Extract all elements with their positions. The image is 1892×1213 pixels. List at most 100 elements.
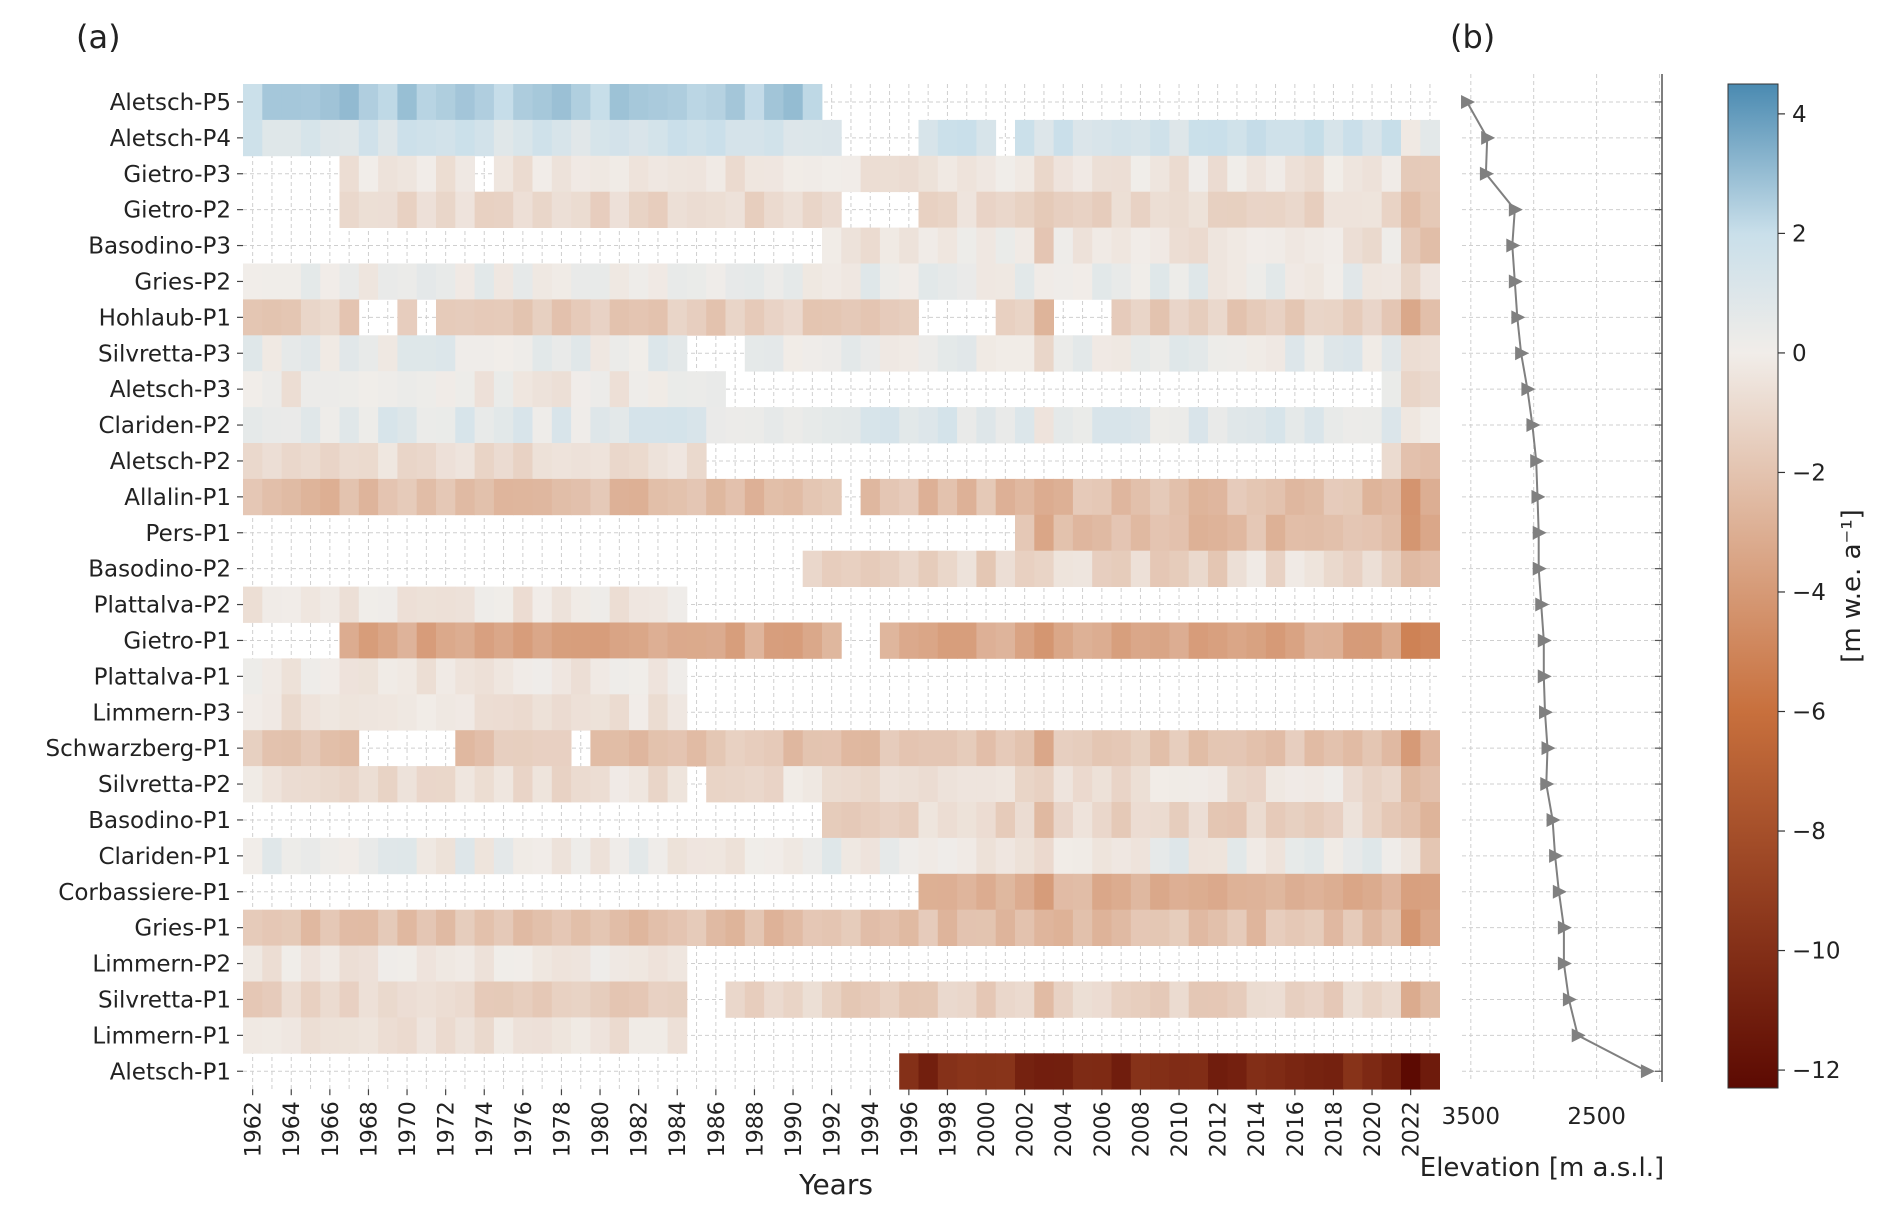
heatmap-cell — [339, 766, 360, 803]
heatmap-cell — [1401, 550, 1421, 587]
heatmap-cell — [243, 837, 263, 875]
heatmap-cell — [629, 658, 649, 695]
heatmap-cell — [609, 730, 630, 767]
heatmap-cell — [686, 730, 707, 767]
heatmap-cell — [1304, 407, 1325, 444]
heatmap-cell — [551, 407, 572, 444]
heatmap-cell — [1111, 730, 1132, 767]
heatmap-cell — [1304, 191, 1325, 228]
heatmap-cell — [860, 766, 881, 803]
heatmap-cell — [397, 155, 418, 193]
heatmap-cell — [1304, 155, 1325, 193]
heatmap-cell — [1053, 873, 1074, 911]
heatmap-cell — [378, 909, 398, 946]
heatmap-cell — [513, 191, 533, 228]
colorbar-bar — [1727, 83, 1779, 1089]
heatmap-cell — [320, 263, 340, 300]
heatmap-cell — [648, 119, 668, 157]
heatmap-cell — [1150, 730, 1170, 767]
heatmap-cell — [1401, 981, 1421, 1018]
heatmap-cell — [629, 371, 649, 408]
heatmap-cell — [1092, 802, 1112, 839]
heatmap-cell — [243, 119, 263, 157]
heatmap-cell — [1034, 622, 1054, 659]
panel-b-label: (b) — [1450, 18, 1495, 56]
heatmap-cell — [1053, 837, 1074, 875]
heatmap-cell — [416, 837, 437, 875]
heatmap-cell — [1034, 335, 1054, 372]
heatmap-cell — [918, 263, 939, 300]
heatmap-cell — [1092, 1053, 1112, 1090]
heatmap-cell — [1053, 478, 1074, 516]
heatmap-cell — [667, 909, 688, 946]
heatmap-cell — [1015, 837, 1035, 875]
heatmap-cell — [667, 658, 688, 695]
heatmap-cell — [648, 658, 668, 695]
heatmap-cell — [1169, 514, 1190, 552]
heatmap-cell — [744, 909, 765, 946]
heatmap-cell — [1265, 335, 1286, 372]
heatmap-cell — [1150, 407, 1170, 444]
heatmap-cell — [571, 909, 591, 946]
heatmap-cell — [397, 299, 418, 336]
heatmap-cell — [1130, 407, 1151, 444]
heatmap-cell — [1420, 155, 1440, 193]
heatmap-cell — [1420, 191, 1440, 228]
heatmap-cell — [1169, 227, 1190, 264]
heatmap-cell — [300, 84, 321, 121]
heatmap-cell — [1420, 478, 1440, 516]
heatmap-cell — [1246, 766, 1267, 803]
heatmap-cell — [957, 766, 977, 803]
heatmap-cell — [744, 478, 765, 516]
heatmap-cell — [1015, 730, 1035, 767]
colorbar-tick-label: −12 — [1792, 1058, 1841, 1084]
heatmap-cell — [841, 227, 861, 264]
heatmap-cell — [358, 263, 379, 300]
heatmap-cell — [1362, 981, 1383, 1018]
heatmap-cell — [416, 945, 437, 982]
row-label: Limmern-P2 — [92, 952, 231, 978]
heatmap-cell — [1169, 981, 1190, 1018]
heatmap-cell — [1188, 191, 1209, 228]
heatmap-cell — [474, 586, 495, 623]
heatmap-cell — [455, 945, 475, 982]
heatmap-cell — [1246, 407, 1267, 444]
heatmap-cell — [416, 694, 437, 731]
heatmap-cell — [1304, 478, 1325, 516]
heatmap-cell — [262, 766, 282, 803]
heatmap-cell — [1111, 1053, 1132, 1090]
heatmap-cell — [339, 299, 360, 336]
heatmap-cell — [571, 981, 591, 1018]
heatmap-cell — [590, 981, 611, 1018]
heatmap-cell — [609, 191, 630, 228]
heatmap-cell — [1381, 191, 1402, 228]
heatmap-cell — [1150, 514, 1170, 552]
heatmap-cell — [937, 802, 958, 839]
heatmap-cell — [1401, 766, 1421, 803]
heatmap-cell — [764, 155, 784, 193]
heatmap-cell — [590, 766, 611, 803]
heatmap-cell — [976, 1053, 997, 1090]
heatmap-cell — [1188, 550, 1209, 587]
heatmap-cell — [686, 299, 707, 336]
heatmap-cell — [571, 371, 591, 408]
heatmap-cell — [1362, 873, 1383, 911]
heatmap-cell — [551, 694, 572, 731]
elevation-marker — [1540, 777, 1555, 792]
heatmap-cell — [1072, 335, 1093, 372]
heatmap-cell — [416, 263, 437, 300]
heatmap-cell — [1323, 1053, 1344, 1090]
heatmap-cell — [1072, 191, 1093, 228]
heatmap-cell — [1323, 837, 1344, 875]
heatmap-cell — [1188, 407, 1209, 444]
heatmap-cell — [667, 478, 688, 516]
heatmap-cell — [397, 335, 418, 372]
heatmap-cell — [609, 658, 630, 695]
heatmap-cell — [725, 84, 746, 121]
heatmap-cell — [243, 299, 263, 336]
heatmap-cell — [1343, 1053, 1363, 1090]
heatmap-cell — [822, 191, 842, 228]
heatmap-cell — [976, 837, 997, 875]
heatmap-cell — [1130, 622, 1151, 659]
heatmap-cell — [300, 658, 321, 695]
